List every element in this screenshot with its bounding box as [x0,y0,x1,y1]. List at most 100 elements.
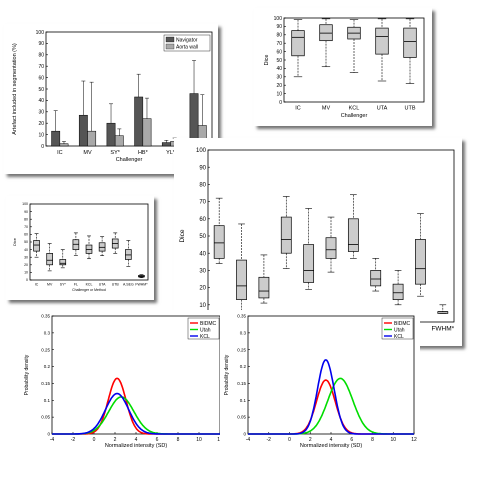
y-axis-label: Dice [264,54,270,65]
x-tick-label: IC [295,106,301,112]
y-tick-label: 100 [36,30,45,36]
series-line [248,359,414,435]
x-tick-label: IC [57,150,63,156]
legend-label: Navigator [176,38,198,44]
y-tick-label: 0.1 [44,398,51,403]
y-axis-label: Dice [12,237,17,246]
y-tick-label: 60 [276,49,282,55]
legend-label: Utah [394,327,405,333]
x-tick-label: SY* [110,150,120,156]
y-tick-label: 80 [276,33,282,39]
density-right-panel: 0 0.05 0.1 0.15 0.2 0.25 0.3 0.35 Probability de… [220,310,420,460]
x-tick-label: 4 [330,437,333,443]
legend-label: Aorta wall [176,45,198,51]
y-tick-label: 10 [38,132,44,138]
y-tick-label: 70 [276,41,282,47]
bar [59,143,69,147]
y-tick-label: 80 [24,217,28,221]
x-tick-label: YL* [166,150,176,156]
y-tick-label: 0 [279,100,282,106]
y-tick-label: 20 [38,121,44,127]
box [347,218,359,252]
x-tick-label: UTA [99,283,106,287]
y-axis-label: Dice [179,229,186,242]
y-tick-label: 30 [199,269,206,275]
legend-label: KCL [394,334,404,340]
y-axis-label: Artefact included in segmentation (%) [12,43,18,135]
x-tick-label: 12 [411,437,417,443]
y-tick-label: 40 [276,66,282,72]
y-tick-label: 50 [199,234,206,240]
x-tick-label: 8 [177,437,180,443]
y-tick-label: 50 [24,240,28,244]
density-left-panel: 0 0.05 0.1 0.15 0.2 0.25 0.3 0.35 Probability de… [20,310,226,460]
bar [142,118,152,147]
x-tick-label: SY* [60,283,67,287]
x-axis-label: Challenger [116,157,143,163]
x-tick-label: 0 [288,437,291,443]
box [325,237,337,259]
y-tick-label: 30 [24,255,28,259]
y-tick-label: 0 [243,432,246,437]
x-tick-label: 8 [371,437,374,443]
boxplot-top-right: 0 10 20 30 40 50 60 70 80 90 100 Dice IC MV KCL UTA UTB C… [264,16,425,119]
y-tick-label: 80 [199,183,206,189]
legend-box [163,34,211,52]
bar [134,96,144,147]
y-tick-label: 90 [276,24,282,30]
boxplot-top-right-panel: 0 10 20 30 40 50 60 70 80 90 100 Dice IC MV KCL UTA UTB C… [254,8,432,126]
y-tick-label: 70 [24,225,28,229]
y-tick-label: 0.1 [240,398,247,403]
y-tick-label: 100 [22,202,28,206]
bar [51,130,61,147]
density-plot-right: 0 0.05 0.1 0.15 0.2 0.25 0.3 0.35 Probability de… [224,314,417,449]
legend-swatch [165,36,175,43]
x-tick-label: 2 [309,437,312,443]
x-tick-label: UTA [377,106,388,112]
y-tick-label: 90 [38,41,44,47]
box [33,240,40,252]
y-tick-label: 90 [199,165,206,171]
box [236,259,247,300]
y-tick-label: 0 [47,432,50,437]
y-axis-label: Probability density [24,354,30,395]
legend-label: BIDMC [200,321,217,327]
boxplot-small-panel: 0 10 20 30 40 50 60 70 80 90 100 Dice IC MV SY* FL KCL UT… [6,196,154,300]
y-tick-label: 0.2 [44,364,51,369]
x-tick-label: -2 [267,437,272,443]
x-tick-label: MV [47,283,53,287]
bar-chart-panel: 0 10 20 30 40 50 60 70 80 90 100 Artefact included … [4,24,218,174]
y-tick-label: 0.2 [240,364,247,369]
box [370,270,382,287]
y-tick-label: 0.25 [237,347,246,352]
y-tick-label: 90 [24,210,28,214]
legend-label: Utah [200,327,211,333]
y-tick-label: 0 [41,144,44,150]
x-tick-label: MV [83,150,92,156]
x-tick-label: FWHM* [135,283,148,287]
y-tick-label: 20 [276,83,282,89]
y-tick-label: 70 [199,200,206,206]
y-tick-label: 100 [274,16,283,22]
y-tick-label: 0.05 [41,415,50,420]
y-tick-label: 0.15 [41,381,50,386]
x-tick-label: MV [322,106,331,112]
y-tick-label: 40 [24,248,28,252]
x-axis-label: Normalized intensity (SD) [300,443,363,449]
y-axis-label: Probability density [224,354,230,395]
series-line [248,379,414,435]
y-tick-label: 0 [26,278,28,282]
x-tick-label: -4 [246,437,251,443]
series-line [52,377,220,435]
x-axis-label: Normalized intensity (SD) [105,443,168,449]
y-tick-label: 70 [38,64,44,70]
y-tick-label: 60 [38,75,44,81]
x-tick-label: 2 [114,437,117,443]
y-tick-label: 0.3 [44,330,51,335]
y-tick-label: 20 [199,286,206,292]
x-tick-label: 10 [196,437,202,443]
bar [78,114,88,147]
x-axis-label: Challenger [341,113,368,119]
bar [106,122,116,147]
x-tick-label: UTB [112,283,120,287]
